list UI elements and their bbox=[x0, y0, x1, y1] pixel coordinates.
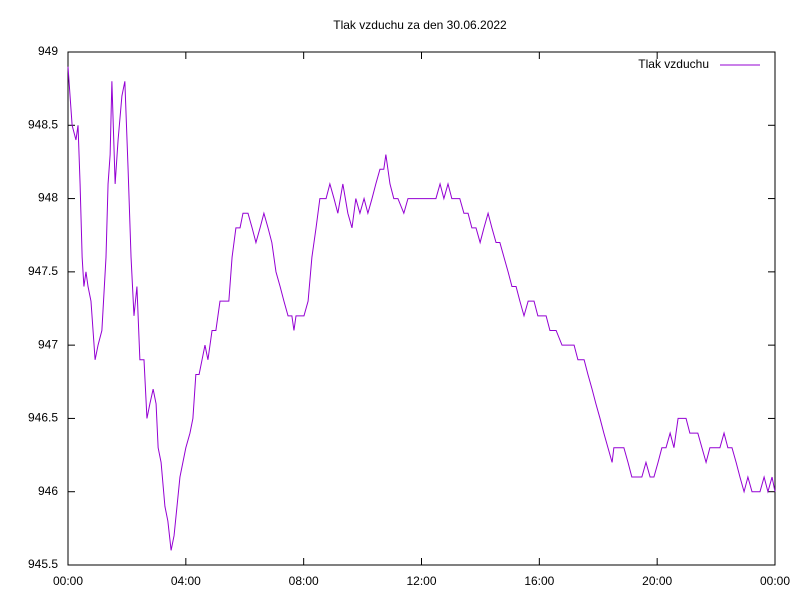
data-line bbox=[67, 66, 776, 551]
x-tick-label: 00:00 bbox=[53, 574, 83, 588]
y-tick-label: 947.5 bbox=[28, 264, 58, 278]
chart-title: Tlak vzduchu za den 30.06.2022 bbox=[333, 18, 507, 32]
legend-label: Tlak vzduchu bbox=[638, 57, 709, 71]
y-tick-label: 947 bbox=[38, 337, 58, 351]
y-tick-label: 946 bbox=[38, 484, 58, 498]
y-tick-label: 946.5 bbox=[28, 411, 58, 425]
x-tick-label: 16:00 bbox=[524, 574, 554, 588]
x-tick-label: 04:00 bbox=[171, 574, 201, 588]
x-tick-label: 20:00 bbox=[642, 574, 672, 588]
y-tick-label: 949 bbox=[38, 44, 58, 58]
y-tick-label: 945.5 bbox=[28, 557, 58, 571]
x-tick-label: 12:00 bbox=[406, 574, 436, 588]
y-tick-label: 948 bbox=[38, 191, 58, 205]
plot-border bbox=[67, 51, 776, 566]
y-tick-label: 948.5 bbox=[28, 117, 58, 131]
x-tick-label: 00:00 bbox=[760, 574, 790, 588]
x-tick-label: 08:00 bbox=[289, 574, 319, 588]
